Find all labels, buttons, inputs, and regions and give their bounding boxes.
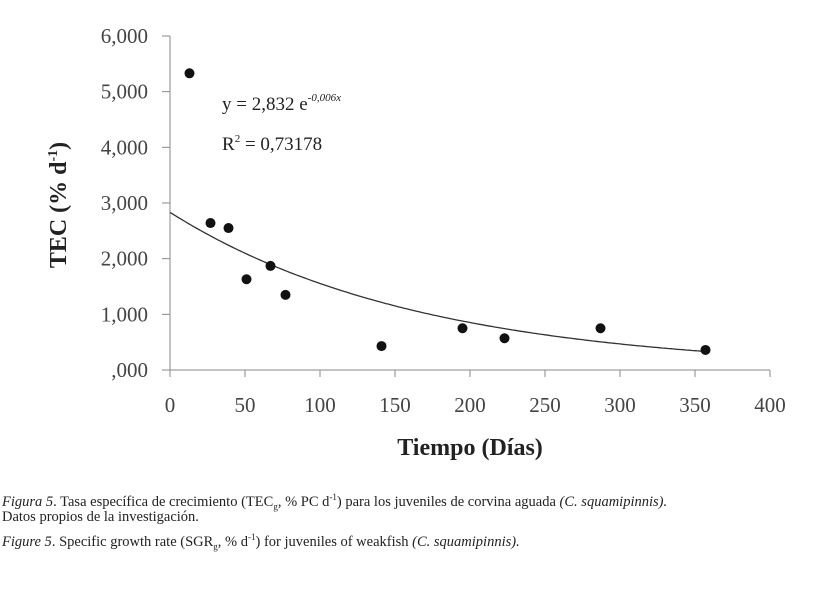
x-tick-label: 250 — [529, 393, 561, 417]
y-axis-title: TEC (% d-1) — [46, 142, 72, 268]
data-point — [241, 274, 252, 285]
y-tick-label: 2,000 — [101, 247, 148, 271]
data-point — [595, 323, 606, 334]
data-point — [205, 218, 216, 229]
trendline — [169, 211, 702, 352]
x-tick-label: 100 — [304, 393, 336, 417]
caption-spanish: Figura 5. Tasa específica de crecimiento… — [2, 492, 668, 512]
y-tick-label: 1,000 — [101, 302, 148, 326]
caption-english: Figure 5. Specific growth rate (SGRg, % … — [2, 532, 520, 552]
data-point — [376, 341, 387, 352]
x-tick-label: 200 — [454, 393, 486, 417]
x-axis-title: Tiempo (Días) — [397, 435, 543, 461]
y-tick-label: 5,000 — [101, 80, 148, 104]
data-point — [280, 289, 291, 300]
scatter-chart: ,000 1,000 2,000 3,000 4,000 5,000 6,000 0 50 100… — [46, 24, 786, 461]
data-point — [499, 333, 510, 344]
caption-spanish-source: Datos propios de la investigación. — [2, 509, 199, 525]
x-tick-label: 300 — [604, 393, 636, 417]
points-group — [184, 68, 711, 355]
data-point — [700, 344, 711, 355]
y-tick-label: 3,000 — [101, 191, 148, 215]
trendline-group — [169, 211, 702, 352]
x-tick-label: 150 — [379, 393, 411, 417]
data-point — [265, 260, 276, 271]
data-point — [223, 223, 234, 234]
y-tick-label: 6,000 — [101, 24, 148, 48]
data-point — [457, 323, 468, 334]
data-point — [184, 68, 195, 79]
axes: ,000 1,000 2,000 3,000 4,000 5,000 6,000 0 50 100… — [101, 24, 786, 417]
x-tick-label: 400 — [754, 393, 786, 417]
y-tick-label: ,000 — [111, 358, 148, 382]
x-tick-label: 0 — [165, 393, 176, 417]
x-tick-label: 50 — [235, 393, 256, 417]
y-tick-label: 4,000 — [101, 135, 148, 159]
r-squared: R2 = 0,73178 — [222, 133, 322, 155]
x-tick-label: 350 — [679, 393, 711, 417]
trendline-equation: y = 2,832 e-0,006x — [222, 92, 341, 115]
